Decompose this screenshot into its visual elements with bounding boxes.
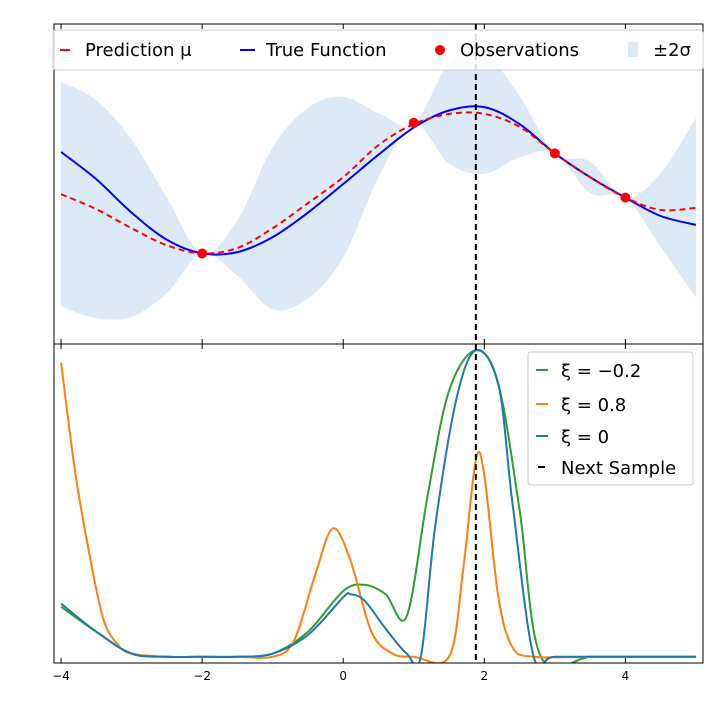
x-tick-label-4: 4 — [622, 669, 630, 683]
legend-xi-pos-label: ξ = 0.8 — [561, 395, 626, 416]
top-legend-frame — [52, 29, 704, 71]
acquisition-line-2 — [60, 348, 696, 663]
bottom-legend: ξ = −0.2 ξ = 0.8 ξ = 0 Next Sample — [527, 351, 694, 486]
legend-observations-label: Observations — [460, 40, 579, 61]
x-tick-label--2: −2 — [193, 669, 211, 683]
x-tick-label-2: 2 — [480, 669, 488, 683]
acquisition-lines-layer — [60, 348, 696, 663]
bottom-legend-frame — [527, 351, 694, 486]
bottom-axes-frame — [53, 343, 704, 664]
observation-point-0 — [197, 248, 208, 259]
legend-sigma-label: ±2σ — [653, 40, 691, 61]
x-tick-label-0: 0 — [339, 669, 347, 683]
legend-true-function-label: True Function — [265, 40, 387, 61]
legend-xi-zero-label: ξ = 0 — [561, 427, 609, 448]
observation-point-3 — [620, 192, 631, 203]
observation-point-1 — [408, 117, 419, 128]
observation-points-layer — [197, 117, 631, 259]
observation-point-2 — [549, 148, 560, 159]
bottom-panel: −4 −2 0 2 4 ξ = −0.2 ξ = 0.8 ξ = 0 Next Samp… — [52, 343, 704, 683]
acquisition-line-1 — [60, 362, 696, 663]
top-legend: Prediction μ True Function Observations … — [52, 29, 704, 71]
band-2 — [61, 51, 696, 320]
bottom-x-ticks: −4 −2 0 2 4 — [52, 344, 629, 683]
uncertainty-band-layer — [61, 51, 696, 320]
legend-prediction-label: Prediction μ — [85, 40, 192, 61]
legend-xi-neg-label: ξ = −0.2 — [561, 361, 641, 382]
legend-sigma-swatch — [628, 42, 638, 57]
top-panel: Prediction μ True Function Observations … — [52, 23, 704, 345]
top-lines-layer — [60, 105, 697, 256]
legend-observations-swatch — [435, 45, 445, 55]
line-prediction — [60, 111, 696, 255]
legend-next-sample-label: Next Sample — [561, 458, 676, 479]
x-tick-label--4: −4 — [52, 669, 70, 683]
top-x-ticks — [60, 24, 626, 344]
